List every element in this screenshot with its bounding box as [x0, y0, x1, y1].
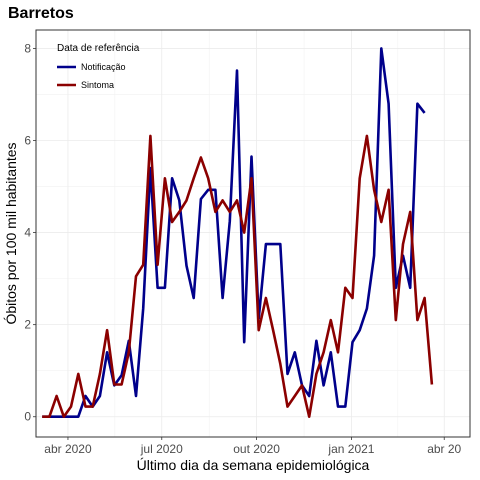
y-tick-label: 6: [24, 133, 31, 147]
x-tick-label: jan 2021: [327, 442, 374, 456]
y-tick-label: 4: [24, 226, 31, 240]
y-tick-label: 0: [24, 410, 31, 424]
y-axis: 0 2 4 6 8: [24, 41, 36, 424]
y-tick-label: 2: [24, 318, 31, 332]
legend-label-notificação: Notificação: [81, 62, 126, 72]
x-axis-label: Último dia da semana epidemiológica: [137, 457, 370, 473]
x-axis: abr 2020 jul 2020 out 2020 jan 2021 abr 20: [44, 437, 462, 456]
series-line-notificação: [42, 47, 426, 419]
series-line-sintoma: [42, 134, 434, 419]
x-tick-label: abr 2020: [44, 442, 92, 456]
chart-title: Barretos: [8, 5, 74, 22]
legend: Data de referência Notificação Sintoma: [57, 43, 140, 90]
plot-area: [35, 29, 471, 438]
series-lines: [42, 47, 434, 419]
y-tick-label: 8: [24, 41, 31, 55]
x-tick-label: out 2020: [233, 442, 280, 456]
legend-title: Data de referência: [57, 43, 140, 54]
x-tick-label: jul 2020: [140, 442, 183, 456]
plot-border: [35, 29, 471, 438]
x-tick-label: abr 20: [427, 442, 461, 456]
legend-label-sintoma: Sintoma: [81, 80, 114, 90]
y-axis-label: Óbitos por 100 mil habitantes: [3, 142, 19, 324]
